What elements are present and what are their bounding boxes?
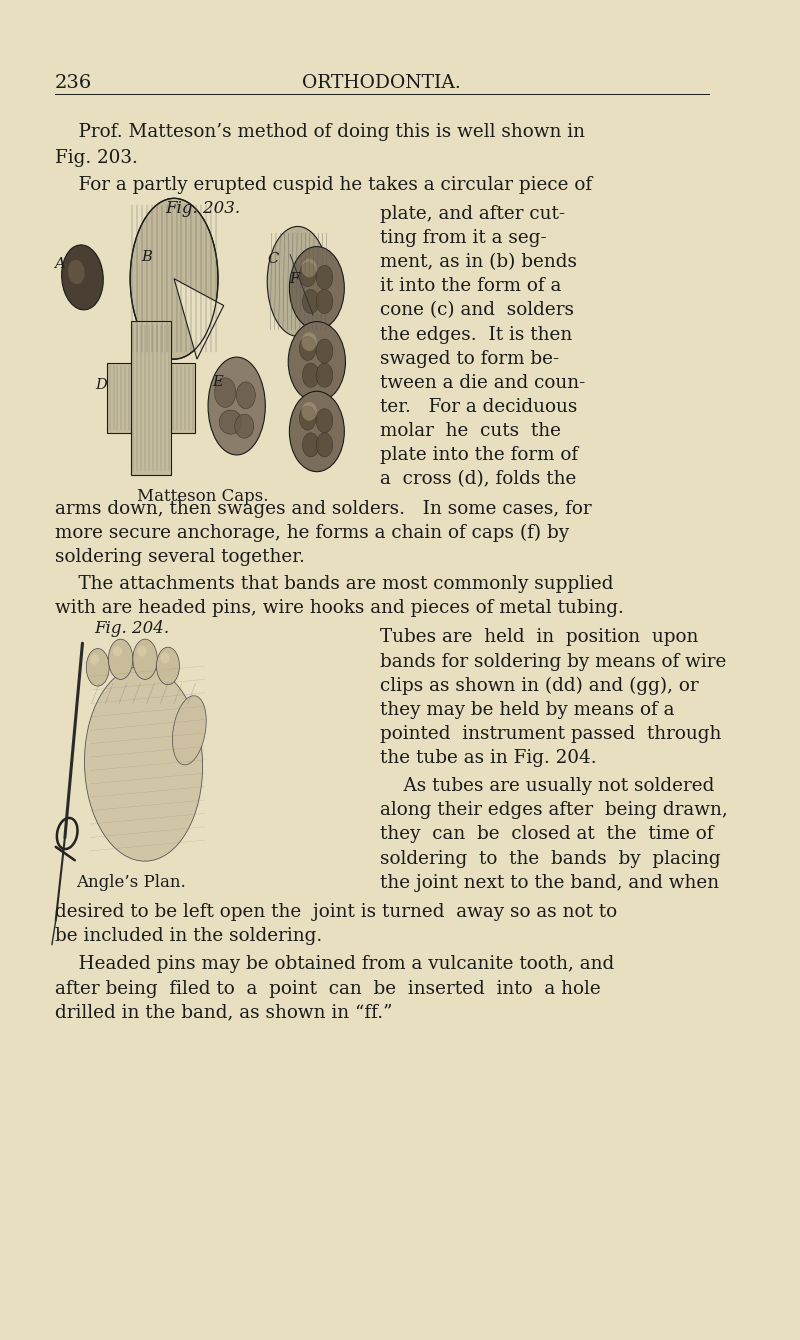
Text: drilled in the band, as shown in “ff.”: drilled in the band, as shown in “ff.”	[55, 1004, 393, 1021]
Ellipse shape	[316, 339, 333, 363]
Ellipse shape	[113, 646, 122, 657]
Ellipse shape	[302, 363, 319, 387]
Ellipse shape	[302, 289, 319, 314]
Text: it into the form of a: it into the form of a	[380, 277, 562, 295]
Ellipse shape	[62, 245, 103, 310]
Text: C: C	[268, 252, 279, 265]
Text: Angle’s Plan.: Angle’s Plan.	[77, 874, 186, 891]
Ellipse shape	[302, 259, 317, 277]
Ellipse shape	[267, 226, 328, 336]
Text: D: D	[96, 378, 107, 391]
Text: ORTHODONTIA.: ORTHODONTIA.	[302, 74, 461, 91]
Ellipse shape	[290, 247, 344, 330]
Text: 236: 236	[55, 74, 92, 91]
Text: they  can  be  closed at  the  time of: they can be closed at the time of	[380, 825, 714, 843]
Text: Fig. 203.: Fig. 203.	[55, 149, 138, 166]
Text: plate, and after cut-: plate, and after cut-	[380, 205, 566, 222]
Text: soldering several together.: soldering several together.	[55, 548, 305, 565]
Ellipse shape	[236, 382, 255, 409]
Text: As tubes are usually not soldered: As tubes are usually not soldered	[380, 777, 714, 795]
Ellipse shape	[173, 695, 206, 765]
Text: swaged to form be-: swaged to form be-	[380, 350, 559, 367]
Text: be included in the soldering.: be included in the soldering.	[55, 927, 322, 945]
Text: ting from it a seg-: ting from it a seg-	[380, 229, 547, 247]
Text: E: E	[212, 375, 223, 389]
Ellipse shape	[219, 410, 242, 434]
Text: pointed  instrument passed  through: pointed instrument passed through	[380, 725, 722, 742]
Ellipse shape	[160, 653, 170, 663]
Text: along their edges after  being drawn,: along their edges after being drawn,	[380, 801, 728, 819]
Ellipse shape	[68, 260, 85, 284]
Bar	[107, 363, 195, 433]
Ellipse shape	[138, 646, 146, 657]
Ellipse shape	[299, 406, 316, 430]
Text: the edges.  It is then: the edges. It is then	[380, 326, 573, 343]
Ellipse shape	[302, 433, 319, 457]
Ellipse shape	[234, 414, 254, 438]
Text: arms down, then swages and solders.   In some cases, for: arms down, then swages and solders. In s…	[55, 500, 591, 517]
Text: tween a die and coun-: tween a die and coun-	[380, 374, 586, 391]
Text: with are headed pins, wire hooks and pieces of metal tubing.: with are headed pins, wire hooks and pie…	[55, 599, 624, 616]
Text: The attachments that bands are most commonly supplied: The attachments that bands are most comm…	[55, 575, 614, 592]
Ellipse shape	[133, 639, 158, 679]
Text: B: B	[142, 251, 152, 264]
Text: molar  he  cuts  the: molar he cuts the	[380, 422, 562, 440]
Ellipse shape	[85, 666, 202, 862]
Text: soldering  to  the  bands  by  placing: soldering to the bands by placing	[380, 850, 721, 867]
Text: Prof. Matteson’s method of doing this is well shown in: Prof. Matteson’s method of doing this is…	[55, 123, 585, 141]
Ellipse shape	[302, 332, 317, 351]
Ellipse shape	[316, 433, 333, 457]
Ellipse shape	[214, 378, 236, 407]
Text: clips as shown in (dd) and (gg), or: clips as shown in (dd) and (gg), or	[380, 677, 699, 695]
Text: ment, as in (b) bends: ment, as in (b) bends	[380, 253, 578, 271]
Text: ter.   For a deciduous: ter. For a deciduous	[380, 398, 578, 415]
Ellipse shape	[316, 289, 333, 314]
Text: a  cross (d), folds the: a cross (d), folds the	[380, 470, 577, 488]
Ellipse shape	[157, 647, 179, 685]
Text: desired to be left open the  joint is turned  away so as not to: desired to be left open the joint is tur…	[55, 903, 617, 921]
Text: Matteson Caps.: Matteson Caps.	[137, 488, 268, 505]
Text: A: A	[54, 257, 65, 271]
Text: bands for soldering by means of wire: bands for soldering by means of wire	[380, 653, 726, 670]
Ellipse shape	[302, 402, 317, 421]
Ellipse shape	[290, 391, 344, 472]
Text: Headed pins may be obtained from a vulcanite tooth, and: Headed pins may be obtained from a vulca…	[55, 955, 614, 973]
Ellipse shape	[130, 198, 218, 359]
Text: after being  filed to  a  point  can  be  inserted  into  a hole: after being filed to a point can be inse…	[55, 980, 601, 997]
Ellipse shape	[299, 263, 316, 287]
Text: Fig. 204.: Fig. 204.	[94, 620, 169, 638]
Text: cone (c) and  solders: cone (c) and solders	[380, 302, 574, 319]
Text: Fig. 203.: Fig. 203.	[165, 200, 240, 217]
Ellipse shape	[90, 654, 99, 665]
Text: plate into the form of: plate into the form of	[380, 446, 578, 464]
Text: the tube as in Fig. 204.: the tube as in Fig. 204.	[380, 749, 597, 766]
Bar	[131, 322, 171, 476]
Ellipse shape	[288, 322, 346, 402]
Text: more secure anchorage, he forms a chain of caps (f) by: more secure anchorage, he forms a chain …	[55, 524, 569, 543]
Text: F: F	[289, 272, 299, 285]
Text: the joint next to the band, and when: the joint next to the band, and when	[380, 874, 719, 891]
Ellipse shape	[316, 265, 333, 289]
Ellipse shape	[208, 358, 266, 456]
Polygon shape	[174, 279, 224, 359]
Ellipse shape	[109, 639, 133, 679]
Ellipse shape	[316, 409, 333, 433]
Text: they may be held by means of a: they may be held by means of a	[380, 701, 674, 718]
Ellipse shape	[316, 363, 333, 387]
Text: Tubes are  held  in  position  upon: Tubes are held in position upon	[380, 628, 698, 646]
Text: For a partly erupted cuspid he takes a circular piece of: For a partly erupted cuspid he takes a c…	[55, 176, 592, 193]
Ellipse shape	[299, 336, 316, 360]
Ellipse shape	[86, 649, 109, 686]
